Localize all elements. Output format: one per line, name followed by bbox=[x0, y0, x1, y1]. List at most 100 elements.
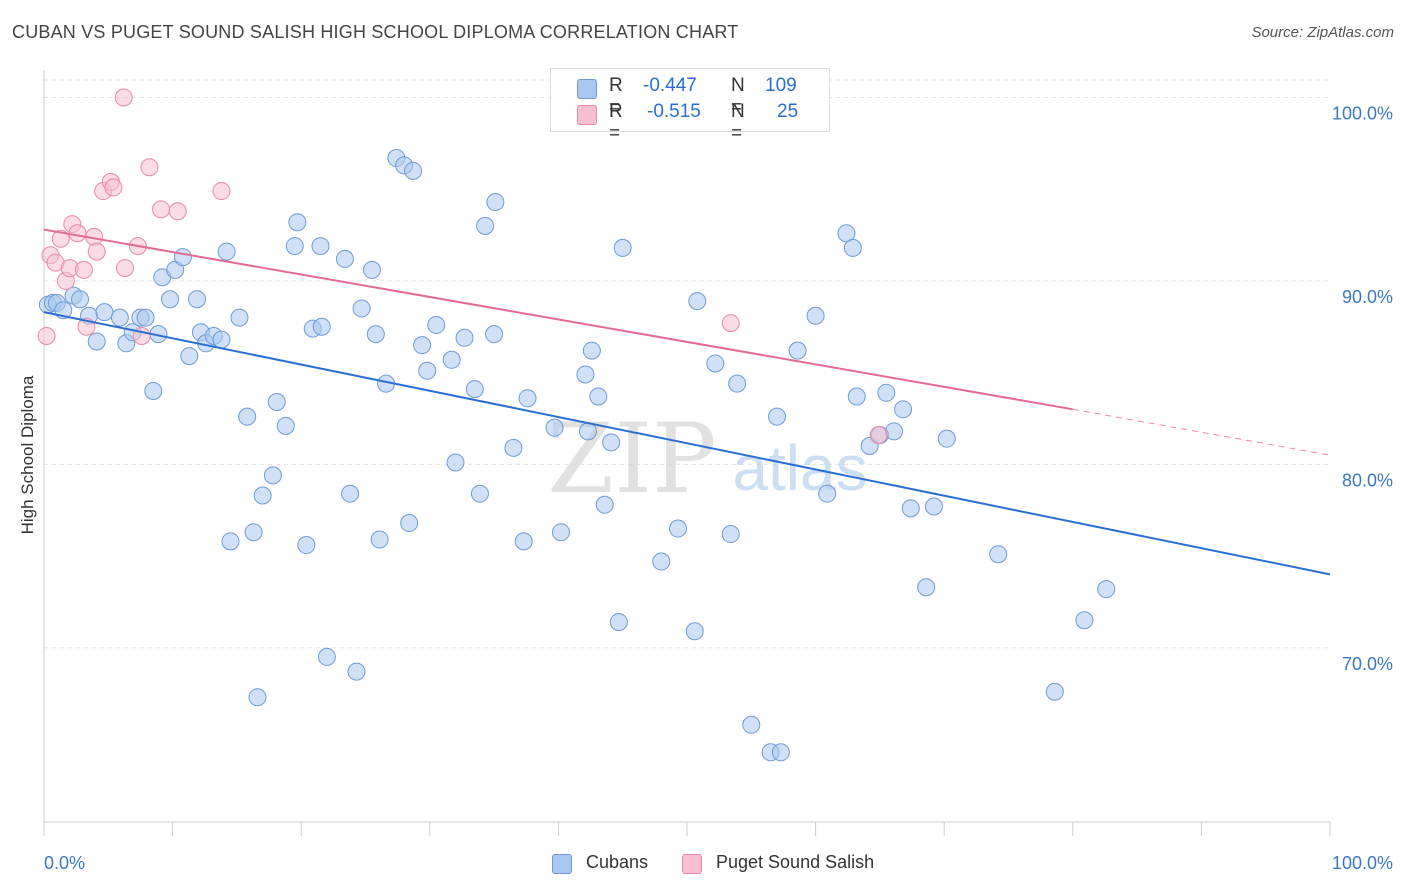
point-cubans bbox=[518, 389, 537, 408]
trend-line-salish-extension bbox=[1072, 408, 1331, 456]
point-cubans bbox=[901, 499, 920, 518]
point-cubans bbox=[576, 365, 595, 384]
point-cubans bbox=[721, 525, 740, 544]
point-cubans bbox=[136, 308, 155, 327]
point-cubans bbox=[317, 647, 336, 666]
point-cubans bbox=[685, 622, 704, 641]
tick-labels: 70.0% 80.0% 90.0% 100.0% 0.0% 100.0% bbox=[44, 104, 1393, 873]
point-cubans bbox=[937, 429, 956, 448]
point-cubans bbox=[427, 315, 446, 334]
point-salish bbox=[37, 326, 56, 345]
stats-swatch-salish bbox=[577, 105, 597, 125]
point-salish bbox=[721, 314, 740, 333]
point-cubans bbox=[1075, 611, 1094, 630]
point-cubans bbox=[217, 242, 236, 261]
n-label: N = bbox=[731, 101, 745, 144]
point-cubans bbox=[788, 341, 807, 360]
r-value-cubans: -0.447 bbox=[643, 75, 697, 96]
legend-label-salish: Puget Sound Salish bbox=[716, 852, 875, 872]
point-cubans bbox=[144, 381, 163, 400]
point-cubans bbox=[238, 407, 257, 426]
point-salish bbox=[116, 259, 135, 278]
y-tick-label: 80.0% bbox=[1342, 470, 1393, 490]
point-salish bbox=[168, 202, 187, 221]
point-salish bbox=[140, 158, 159, 177]
point-cubans bbox=[230, 308, 249, 327]
n-value-salish: 25 bbox=[777, 101, 799, 122]
point-cubans bbox=[806, 306, 825, 325]
y-tick-label: 70.0% bbox=[1342, 654, 1393, 674]
point-cubans bbox=[768, 407, 787, 426]
legend: Cubans Puget Sound Salish bbox=[0, 852, 1406, 878]
point-cubans bbox=[418, 361, 437, 380]
point-cubans bbox=[818, 484, 837, 503]
point-salish bbox=[68, 224, 87, 243]
point-cubans bbox=[652, 552, 671, 571]
legend-swatch-cubans bbox=[552, 854, 572, 874]
point-cubans bbox=[742, 715, 761, 734]
axes bbox=[43, 70, 1331, 836]
point-cubans bbox=[110, 308, 129, 327]
point-cubans bbox=[917, 578, 936, 597]
point-salish bbox=[152, 200, 171, 219]
point-salish bbox=[212, 182, 231, 201]
point-cubans bbox=[706, 354, 725, 373]
point-cubans bbox=[188, 290, 207, 309]
point-cubans bbox=[71, 290, 90, 309]
point-salish bbox=[51, 229, 70, 248]
point-cubans bbox=[589, 387, 608, 406]
point-cubans bbox=[442, 350, 461, 369]
point-cubans bbox=[486, 193, 505, 212]
legend-label-cubans: Cubans bbox=[586, 852, 649, 872]
point-cubans bbox=[455, 328, 474, 347]
legend-swatch-salish bbox=[682, 854, 702, 874]
point-cubans bbox=[668, 519, 687, 538]
point-cubans bbox=[404, 161, 423, 180]
point-cubans bbox=[248, 688, 267, 707]
point-cubans bbox=[728, 374, 747, 393]
point-cubans bbox=[347, 662, 366, 681]
point-cubans bbox=[87, 332, 106, 351]
data-points bbox=[37, 88, 1116, 762]
point-cubans bbox=[221, 532, 240, 551]
point-cubans bbox=[400, 514, 419, 533]
stats-swatch-cubans bbox=[577, 79, 597, 99]
point-cubans bbox=[1097, 580, 1116, 599]
y-tick-label: 90.0% bbox=[1342, 287, 1393, 307]
point-cubans bbox=[312, 317, 331, 336]
point-cubans bbox=[253, 486, 272, 505]
y-tick-label: 100.0% bbox=[1332, 104, 1393, 124]
point-cubans bbox=[446, 453, 465, 472]
point-cubans bbox=[341, 484, 360, 503]
point-cubans bbox=[989, 545, 1008, 564]
point-cubans bbox=[847, 387, 866, 406]
point-cubans bbox=[297, 536, 316, 555]
point-cubans bbox=[180, 347, 199, 366]
point-cubans bbox=[1045, 682, 1064, 701]
point-cubans bbox=[285, 237, 304, 256]
point-cubans bbox=[263, 466, 282, 485]
point-cubans bbox=[504, 438, 523, 457]
point-cubans bbox=[161, 290, 180, 309]
point-cubans bbox=[212, 330, 231, 349]
trend-line-cubans bbox=[43, 311, 1331, 576]
point-salish bbox=[87, 242, 106, 261]
point-cubans bbox=[288, 213, 307, 232]
point-cubans bbox=[465, 380, 484, 399]
point-cubans bbox=[595, 495, 614, 514]
point-cubans bbox=[366, 325, 385, 344]
r-label: R = bbox=[609, 101, 623, 144]
point-salish bbox=[114, 88, 133, 107]
trend-lines bbox=[43, 228, 1331, 576]
gridlines bbox=[44, 79, 1330, 649]
r-value-salish: -0.515 bbox=[647, 101, 701, 122]
point-cubans bbox=[470, 484, 489, 503]
point-cubans bbox=[476, 216, 495, 235]
point-cubans bbox=[877, 383, 896, 402]
n-label: N = bbox=[731, 75, 745, 118]
source-note: Source: ZipAtlas.com bbox=[1251, 24, 1394, 41]
point-cubans bbox=[545, 418, 564, 437]
point-cubans bbox=[335, 249, 354, 268]
n-value-cubans: 109 bbox=[765, 75, 797, 96]
